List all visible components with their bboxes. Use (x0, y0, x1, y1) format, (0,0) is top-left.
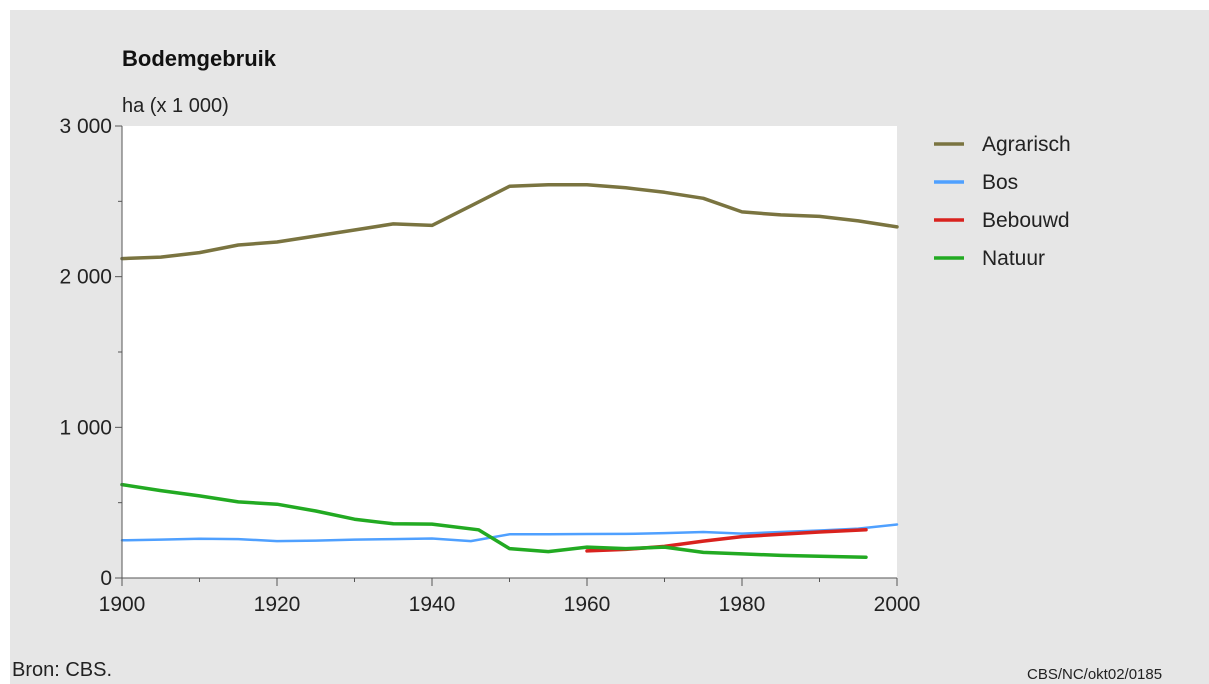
y-axis-unit-label: ha (x 1 000) (122, 95, 229, 117)
y-axis-ticks: 0 1 000 2 000 3 000 (59, 115, 122, 590)
x-tick-label: 1940 (409, 593, 456, 616)
x-tick-label: 2000 (874, 593, 921, 616)
chart-code-label: CBS/NC/okt02/0185 (1027, 666, 1162, 683)
series-line-natuur (120, 482, 868, 559)
legend-label-natuur: Natuur (982, 247, 1045, 270)
x-tick-label: 1960 (564, 593, 611, 616)
legend-label-agrarisch: Agrarisch (982, 133, 1071, 156)
y-tick-label: 3 000 (59, 115, 112, 138)
x-tick-label: 1980 (719, 593, 766, 616)
series-lines (120, 183, 899, 559)
x-tick-label: 1900 (99, 593, 146, 616)
plot-area (122, 126, 897, 578)
y-tick-label: 1 000 (59, 416, 112, 439)
series-line-agrarisch (120, 183, 899, 261)
x-axis-ticks: 1900 1920 1940 1960 1980 2000 (99, 578, 921, 616)
source-label: Bron: CBS. (12, 659, 112, 681)
legend-label-bebouwd: Bebouwd (982, 209, 1070, 232)
y-tick-label: 2 000 (59, 266, 112, 289)
legend: Agrarisch Bos Bebouwd Natuur (934, 133, 1071, 270)
chart-title: Bodemgebruik (122, 46, 277, 71)
legend-label-bos: Bos (982, 171, 1018, 194)
x-tick-label: 1920 (254, 593, 301, 616)
series-line-bos (120, 523, 899, 543)
y-tick-label: 0 (100, 567, 112, 590)
